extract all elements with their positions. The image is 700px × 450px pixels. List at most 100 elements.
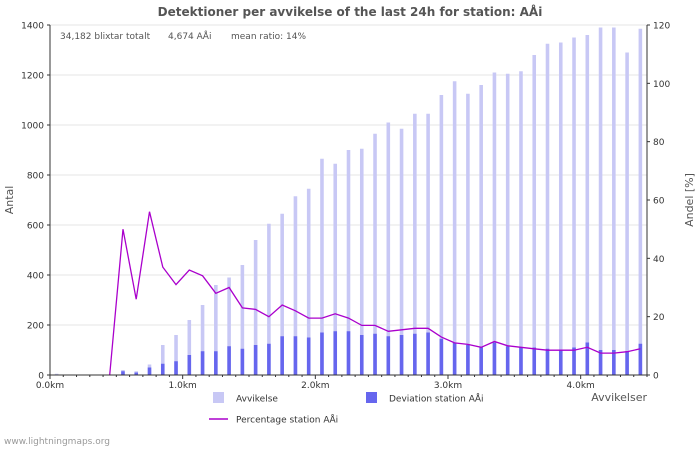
bar-avvikelse (174, 335, 178, 375)
bar-deviation-station (598, 350, 603, 375)
bar-deviation-station (160, 363, 165, 375)
legend-swatch (366, 392, 377, 403)
stat-total: 34,182 blixtar totalt (60, 32, 151, 42)
bar-avvikelse (598, 27, 603, 375)
bar-deviation-station (585, 342, 590, 375)
bar-deviation-station (134, 372, 139, 375)
bar-avvikelse (399, 128, 404, 375)
bar-deviation-station (214, 351, 218, 375)
bar-avvikelse (293, 196, 298, 375)
x-tick-label: 1.0km (169, 381, 197, 391)
footer-credit: www.lightningmaps.org (4, 437, 110, 447)
bar-deviation-station (373, 333, 377, 375)
bar-avvikelse (227, 277, 231, 375)
bar-deviation-station (121, 371, 125, 375)
y2-tick-label: 40 (653, 255, 665, 265)
stat-ratio: mean ratio: 14% (231, 32, 306, 42)
bar-avvikelse (452, 81, 457, 375)
legend-label: Avvikelse (236, 395, 278, 405)
bar-deviation-station (532, 347, 537, 375)
x-axis-label: Avvikelser (591, 391, 647, 404)
bar-deviation-station (625, 351, 629, 375)
x-tick-label: 3.0km (434, 381, 462, 391)
bar-deviation-station (320, 332, 324, 375)
bar-avvikelse (466, 93, 470, 375)
bar-avvikelse (505, 73, 510, 375)
legend: Avvikelse Deviation station AÅi Percentage… (209, 392, 484, 426)
bar-deviation-station (558, 350, 563, 375)
bar-deviation-station (174, 361, 178, 375)
legend-swatch (213, 392, 224, 403)
y-tick-label: 1000 (21, 122, 44, 132)
bar-avvikelse (333, 163, 338, 375)
y2-tick-label: 20 (653, 313, 665, 323)
bar-deviation-station (359, 335, 364, 375)
bar-avvikelse (492, 72, 497, 375)
bar-deviation-station (572, 347, 576, 375)
bar-avvikelse (625, 52, 629, 375)
bar-avvikelse (426, 113, 430, 375)
bar-avvikelse (638, 28, 643, 375)
bar-deviation-station (333, 331, 338, 375)
bar-avvikelse (200, 305, 205, 375)
bar-avvikelse (160, 345, 165, 375)
stat-station: 4,674 AÅi (168, 30, 211, 42)
y2-tick-label: 120 (653, 22, 670, 32)
bar-avvikelse (214, 285, 218, 375)
bar-deviation-station (253, 345, 258, 375)
bar-avvikelse (439, 95, 444, 375)
bar-deviation-station (306, 337, 311, 375)
bar-deviation-station (452, 342, 457, 375)
y-tick-label: 1400 (21, 22, 44, 32)
bar-deviation-station (293, 336, 298, 375)
y-tick-label: 400 (27, 272, 44, 282)
bar-deviation-station (439, 338, 444, 375)
x-tick-label: 4.0km (567, 381, 595, 391)
bar-avvikelse (373, 133, 377, 375)
bar-avvikelse (479, 85, 483, 375)
bar-deviation-station (479, 347, 483, 375)
bar-avvikelse (532, 55, 537, 375)
bar-deviation-station (267, 343, 271, 375)
bar-avvikelse (306, 188, 311, 375)
bar-avvikelse (572, 37, 576, 375)
bar-avvikelse (386, 122, 391, 375)
y-tick-label: 600 (27, 222, 44, 232)
bar-avvikelse (346, 150, 351, 375)
y-axis-label: Antal (3, 186, 16, 215)
bar-deviation-station (346, 331, 351, 375)
bar-avvikelse (612, 27, 616, 375)
bar-avvikelse (267, 223, 271, 375)
bar-avvikelse (558, 42, 563, 375)
bar-deviation-station (240, 348, 245, 375)
y-tick-label: 800 (27, 172, 44, 182)
bar-deviation-station (147, 367, 152, 375)
bar-avvikelse (280, 213, 284, 375)
bar-avvikelse (413, 113, 417, 375)
y-tick-label: 200 (27, 322, 44, 332)
stats-annotation: 34,182 blixtar totalt 4,674 AÅi mean rat… (60, 30, 306, 42)
legend-label: Percentage station AÅi (236, 414, 338, 426)
bar-avvikelse (187, 320, 192, 375)
axes: 0 200 400 600 800 1000 1200 1400 0 20 40 60 80 100 120… (21, 22, 670, 392)
bar-deviation-station (413, 333, 417, 375)
bar-avvikelse (359, 148, 364, 375)
bar-avvikelse (519, 71, 523, 375)
series-percentage-station (109, 211, 641, 376)
legend-label: Deviation station AÅi (389, 393, 484, 405)
bar-deviation-station (200, 351, 205, 375)
bar-deviation-station (612, 350, 616, 375)
bar-avvikelse (545, 43, 550, 375)
chart-title: Detektioner per avvikelse of the last 24… (158, 4, 543, 19)
bar-deviation-station (187, 355, 192, 375)
y2-axis-label: Andel [%] (683, 173, 696, 227)
y2-tick-label: 60 (653, 197, 665, 207)
bar-avvikelse (54, 373, 59, 375)
bar-avvikelse (240, 265, 245, 375)
y2-tick-label: 0 (653, 372, 659, 382)
bar-deviation-station (519, 347, 523, 375)
bar-deviation-station (227, 346, 231, 375)
series-deviation-station (121, 331, 643, 375)
bar-deviation-station (426, 332, 430, 375)
